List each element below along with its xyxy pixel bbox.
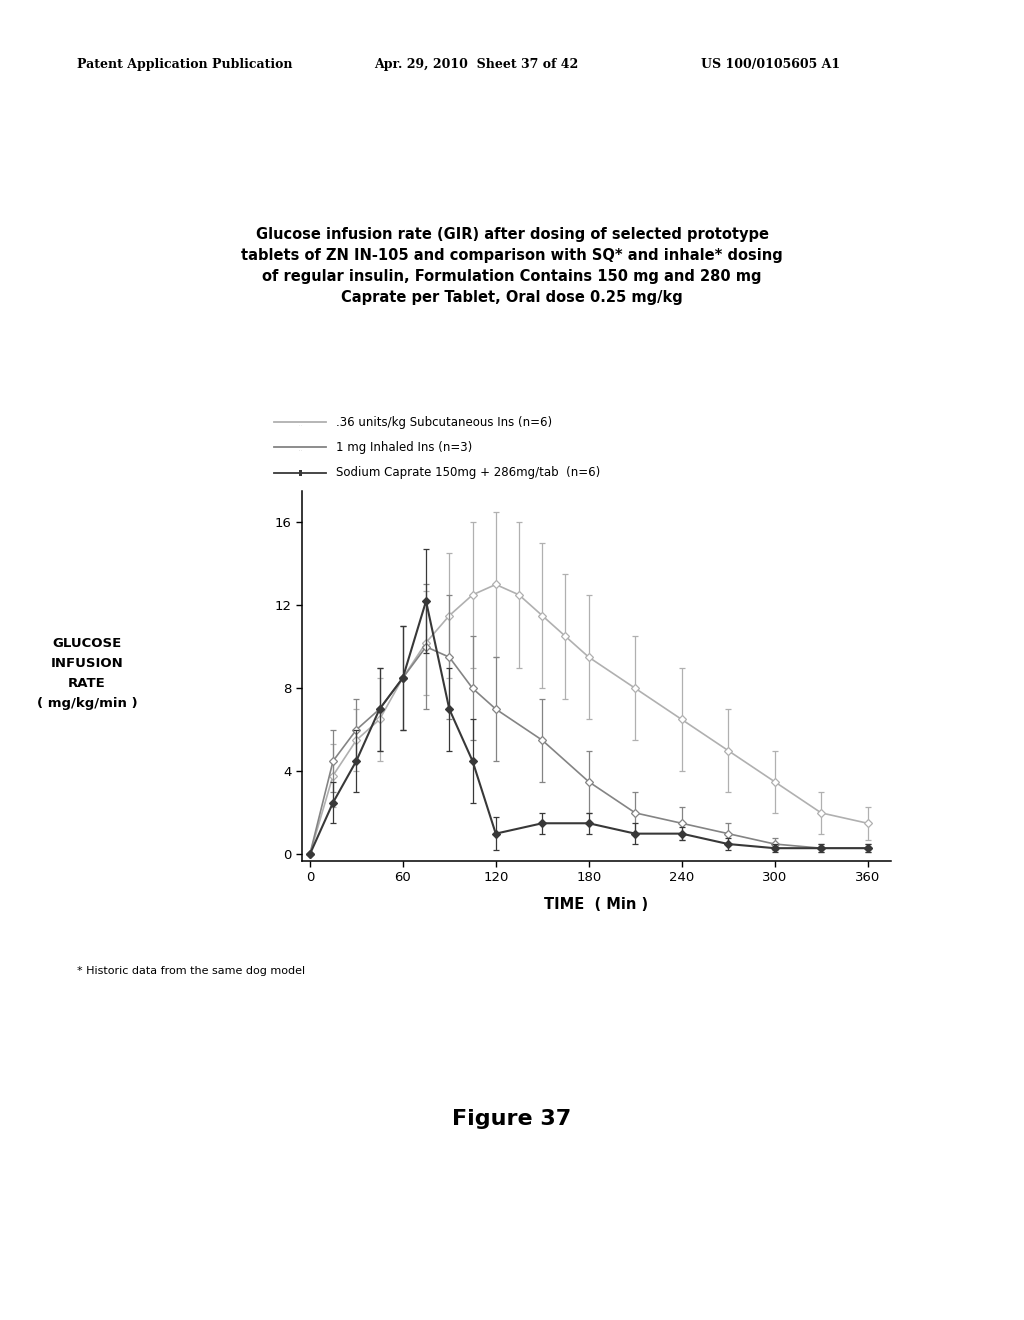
Text: Sodium Caprate 150mg + 286mg/tab  (n=6): Sodium Caprate 150mg + 286mg/tab (n=6) xyxy=(336,466,600,479)
Text: Glucose infusion rate (GIR) after dosing of selected prototype
tablets of ZN IN-: Glucose infusion rate (GIR) after dosing… xyxy=(241,227,783,305)
Text: US 100/0105605 A1: US 100/0105605 A1 xyxy=(701,58,841,71)
Text: 1 mg Inhaled Ins (n=3): 1 mg Inhaled Ins (n=3) xyxy=(336,441,472,454)
Text: Patent Application Publication: Patent Application Publication xyxy=(77,58,292,71)
Text: Apr. 29, 2010  Sheet 37 of 42: Apr. 29, 2010 Sheet 37 of 42 xyxy=(374,58,578,71)
Text: * Historic data from the same dog model: * Historic data from the same dog model xyxy=(77,966,305,977)
Point xyxy=(292,437,308,458)
Text: .36 units/kg Subcutaneous Ins (n=6): .36 units/kg Subcutaneous Ins (n=6) xyxy=(336,416,552,429)
Point xyxy=(292,412,308,433)
Point xyxy=(292,462,308,483)
X-axis label: TIME  ( Min ): TIME ( Min ) xyxy=(545,896,648,912)
Text: GLUCOSE
INFUSION
RATE
( mg/kg/min ): GLUCOSE INFUSION RATE ( mg/kg/min ) xyxy=(37,636,137,710)
Text: Figure 37: Figure 37 xyxy=(453,1109,571,1129)
